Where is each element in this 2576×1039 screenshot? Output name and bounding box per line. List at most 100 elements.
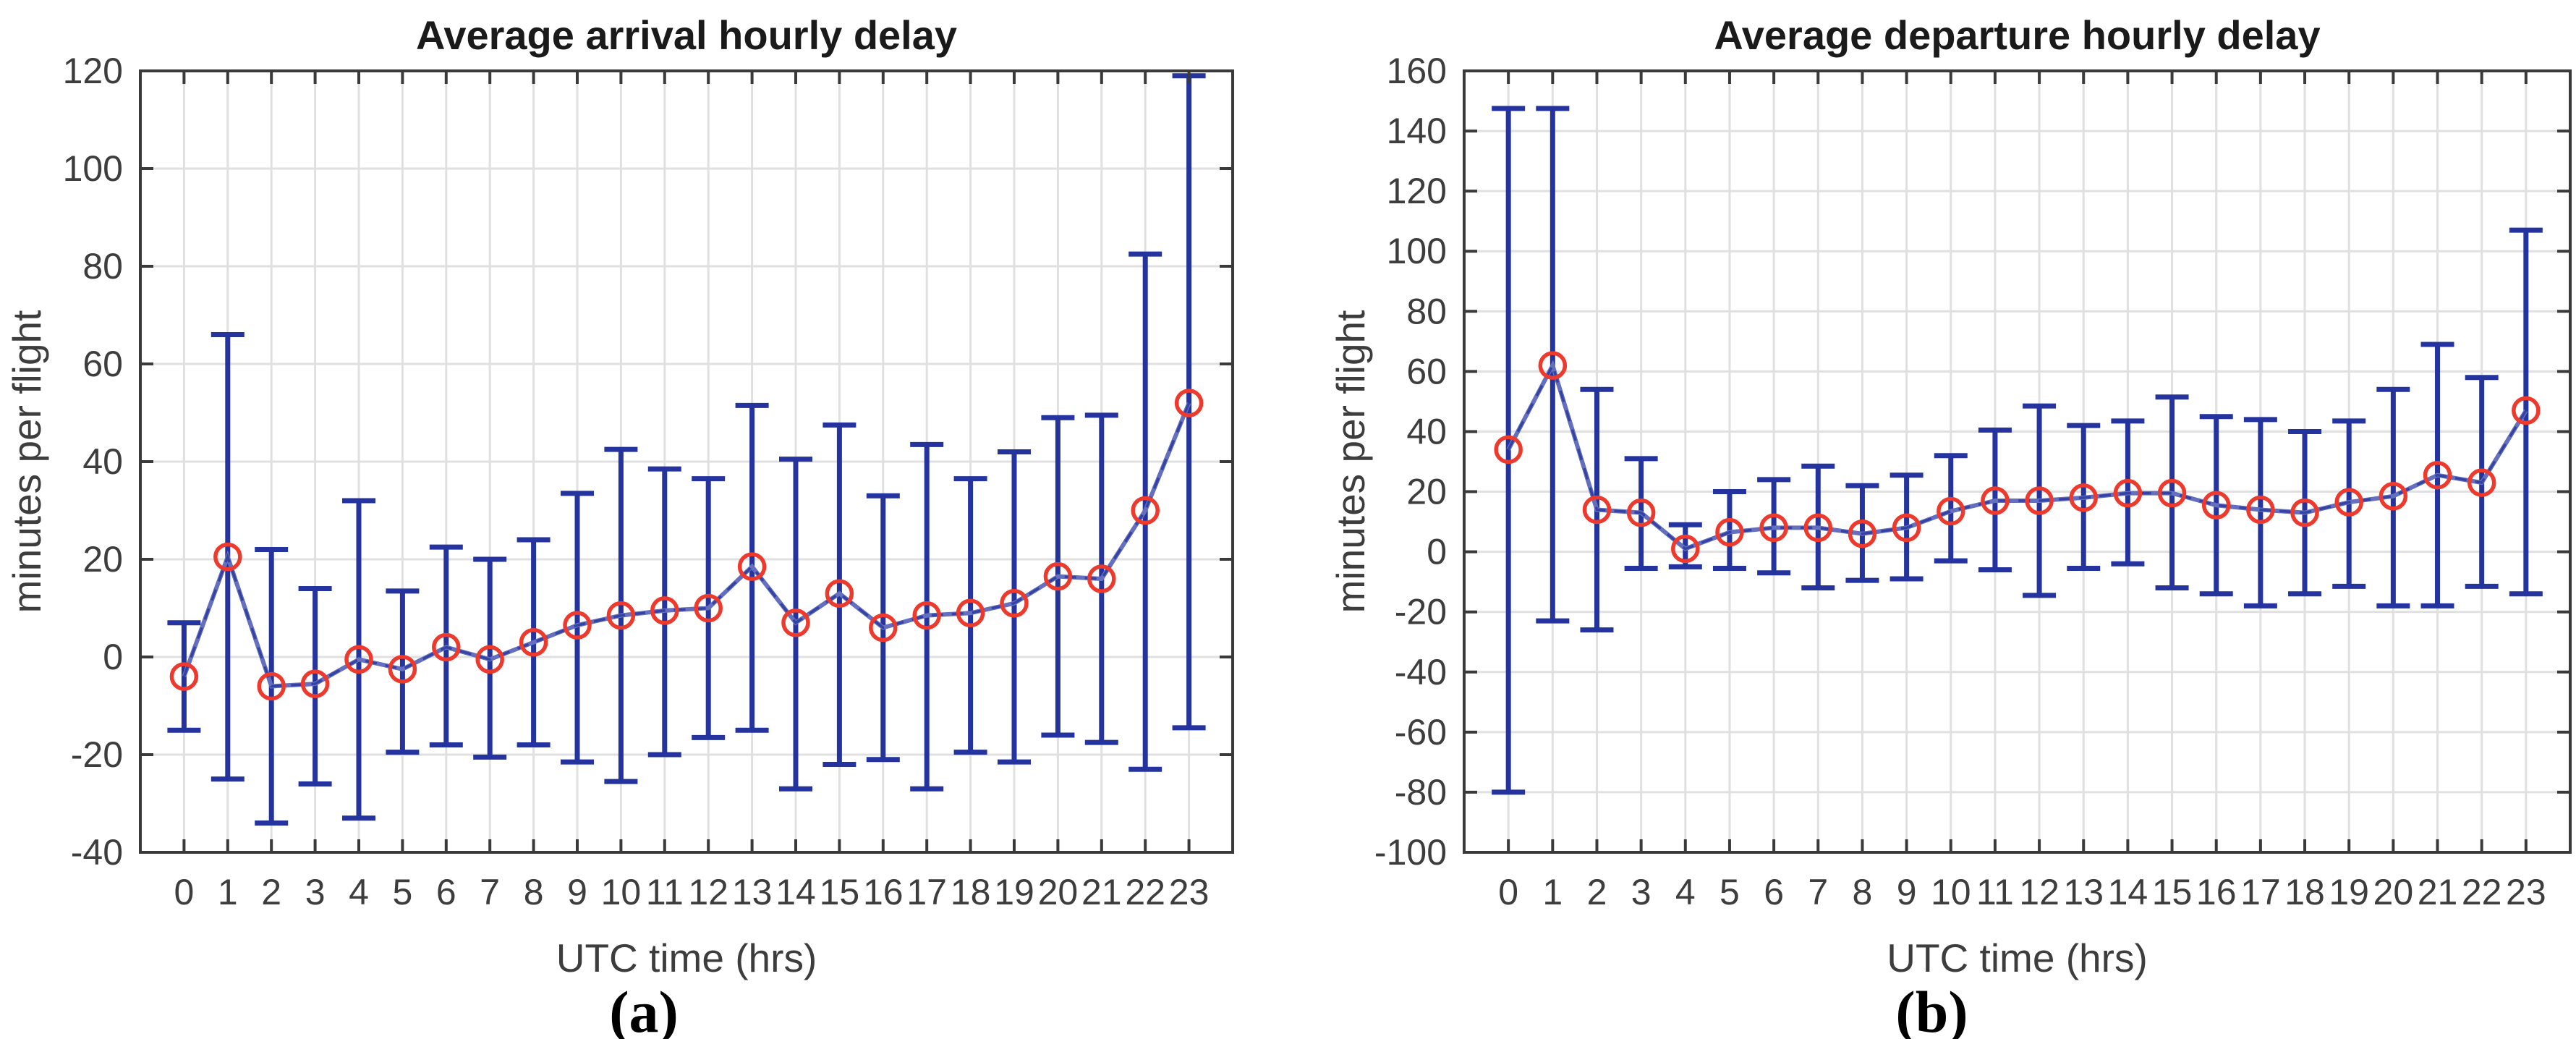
- departure-xtick-20: 20: [2373, 872, 2414, 912]
- arrival-ytick-0: 0: [103, 637, 123, 677]
- arrival-ytick-80: 80: [82, 246, 123, 287]
- arrival-mean-line: [182, 402, 1191, 689]
- arrival-xtick-21: 21: [1081, 872, 1122, 912]
- arrival-marker-h20: [1043, 561, 1073, 591]
- departure-xtick-1: 1: [1542, 872, 1563, 912]
- departure-errorbars: [1492, 106, 2543, 795]
- arrival-xtick-18: 18: [951, 872, 991, 912]
- arrival-xtick-23: 23: [1169, 872, 1210, 912]
- arrival-xtick-11: 11: [646, 872, 684, 912]
- arrival-marker-h2: [257, 671, 286, 701]
- arrival-marker-h8: [519, 628, 548, 657]
- departure-ytick--20: -20: [1395, 592, 1447, 632]
- departure-marker-h18: [2290, 498, 2319, 527]
- arrival-marker-h19: [1000, 589, 1029, 618]
- arrival-ytick-100: 100: [63, 148, 123, 189]
- departure-ytick-140: 140: [1387, 111, 1447, 151]
- arrival-marker-h6: [432, 632, 461, 662]
- departure-xtick-labels: 0 1 2 3 4 5 6 7 8 9 10 11 12 13 14 15 16 17 18 19 20 21 22 23: [1498, 872, 2546, 912]
- arrival-ylabel: minutes per flight: [4, 310, 49, 614]
- arrival-marker-h15: [825, 579, 854, 608]
- departure-marker-h0: [1494, 435, 1523, 465]
- arrival-xtick-15: 15: [820, 872, 860, 912]
- arrival-ytick-20: 20: [82, 539, 123, 580]
- departure-xtick-12: 12: [2019, 872, 2059, 912]
- departure-xtick-6: 6: [1764, 872, 1784, 912]
- arrival-xtick-7: 7: [480, 872, 500, 912]
- departure-xtick-21: 21: [2418, 872, 2458, 912]
- arrival-xtick-9: 9: [567, 872, 587, 912]
- arrival-ytick-labels: 120 100 80 60 40 20 0 -20 -40: [63, 51, 123, 873]
- departure-ytick--60: -60: [1395, 712, 1447, 752]
- arrival-errorbars: [167, 73, 1206, 826]
- departure-marker-h5: [1715, 517, 1744, 547]
- departure-marker-h14: [2113, 478, 2143, 508]
- arrival-marker-h7: [475, 645, 504, 674]
- arrival-ytick-60: 60: [82, 344, 123, 384]
- departure-xtick-18: 18: [2284, 872, 2325, 912]
- arrival-xtick-0: 0: [174, 872, 194, 912]
- arrival-marker-h10: [606, 601, 636, 630]
- departure-xtick-22: 22: [2462, 872, 2502, 912]
- arrival-marker-h9: [563, 611, 592, 640]
- departure-ylabel: minutes per flight: [1328, 310, 1373, 614]
- departure-markers: [1494, 351, 2541, 564]
- departure-xtick-10: 10: [1931, 872, 1971, 912]
- departure-marker-h19: [2334, 488, 2363, 517]
- departure-ytick-80: 80: [1406, 291, 1447, 331]
- arrival-marker-h16: [869, 613, 898, 643]
- arrival-marker-h23: [1174, 389, 1204, 417]
- arrival-errorbar-h9: [561, 491, 594, 765]
- departure-mean-line-dash: [1507, 362, 2528, 551]
- departure-xtick-11: 11: [1976, 872, 2014, 912]
- arrival-xtick-10: 10: [601, 872, 642, 912]
- arrival-marker-h17: [912, 601, 941, 630]
- departure-xtick-19: 19: [2329, 872, 2369, 912]
- arrival-marker-h11: [650, 596, 679, 625]
- departure-ytick-20: 20: [1406, 472, 1447, 512]
- departure-xtick-2: 2: [1587, 872, 1607, 912]
- departure-mean-line: [1506, 360, 2528, 551]
- departure-ytick-40: 40: [1406, 411, 1447, 451]
- arrival-ytick-40: 40: [82, 441, 123, 482]
- departure-grid: [1464, 69, 2570, 854]
- departure-xtick-13: 13: [2063, 872, 2104, 912]
- departure-errorbar-h17: [2243, 417, 2277, 608]
- arrival-xtick-19: 19: [994, 872, 1034, 912]
- arrival-xtick-17: 17: [906, 872, 947, 912]
- departure-xtick-0: 0: [1498, 872, 1518, 912]
- arrival-marker-h22: [1131, 496, 1160, 525]
- arrival-xtick-4: 4: [349, 872, 369, 912]
- arrival-xtick-6: 6: [436, 872, 456, 912]
- arrival-xlabel: UTC time (hrs): [556, 936, 817, 980]
- arrival-xtick-5: 5: [392, 872, 412, 912]
- arrival-title: Average arrival hourly delay: [416, 12, 957, 58]
- departure-xtick-16: 16: [2196, 872, 2237, 912]
- arrival-marker-h21: [1087, 564, 1116, 593]
- arrival-xtick-20: 20: [1038, 872, 1079, 912]
- departure-marker-h12: [2025, 486, 2054, 515]
- arrival-marker-h5: [388, 655, 417, 684]
- departure-errorbar-h5: [1712, 489, 1746, 571]
- departure-xtick-3: 3: [1631, 872, 1652, 912]
- arrival-xtick-2: 2: [261, 872, 281, 912]
- departure-ytick-160: 160: [1387, 51, 1447, 91]
- departure-ytick--80: -80: [1395, 772, 1447, 813]
- departure-marker-h7: [1803, 513, 1833, 543]
- departure-marker-h1: [1538, 351, 1568, 380]
- arrival-xtick-1: 1: [218, 872, 238, 912]
- arrival-ytick-120: 120: [63, 51, 123, 91]
- departure-xtick-14: 14: [2108, 872, 2148, 912]
- departure-marker-h4: [1671, 534, 1700, 564]
- departure-xtick-7: 7: [1808, 872, 1828, 912]
- arrival-xtick-labels: 0 1 2 3 4 5 6 7 8 9 10 11 12 13 14 15 16 17 18 19 20 21 22 23: [174, 872, 1209, 912]
- departure-ytick-120: 120: [1387, 171, 1447, 211]
- departure-errorbar-h0: [1492, 106, 1526, 795]
- arrival-ytick--40: -40: [71, 832, 123, 873]
- departure-xtick-23: 23: [2506, 872, 2546, 912]
- departure-xtick-17: 17: [2240, 872, 2281, 912]
